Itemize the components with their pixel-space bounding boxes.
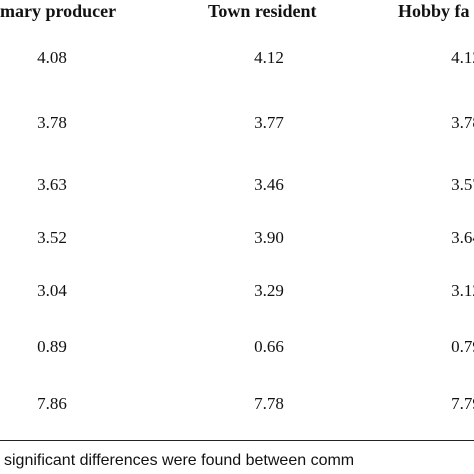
table-cell: 4.12 bbox=[254, 48, 284, 67]
column-header: mary producer bbox=[0, 1, 117, 21]
table-cell: 3.78 bbox=[451, 113, 474, 132]
column-header: Hobby fa bbox=[398, 1, 470, 21]
table-cell: 3.29 bbox=[254, 281, 284, 300]
table-cell: 3.63 bbox=[37, 175, 67, 194]
bottom-rule bbox=[0, 440, 474, 441]
table-cell: 3.77 bbox=[254, 113, 284, 132]
table-cell: 3.46 bbox=[254, 175, 284, 194]
column-header: Town resident bbox=[208, 1, 317, 21]
table-cell: 3.64 bbox=[451, 228, 474, 247]
table-cell: 7.86 bbox=[37, 394, 67, 413]
table-cell: 3.90 bbox=[254, 228, 284, 247]
table-cell: 3.78 bbox=[37, 113, 67, 132]
table-cell: 3.12 bbox=[451, 281, 474, 300]
table-cell: 0.66 bbox=[254, 337, 284, 356]
table-cell: 3.52 bbox=[37, 228, 67, 247]
footnote: significant differences were found betwe… bbox=[4, 452, 355, 469]
table-cell: 4.08 bbox=[37, 48, 67, 67]
table-cell: 7.79 bbox=[451, 394, 474, 413]
table-cell: 7.78 bbox=[254, 394, 284, 413]
table-cell: 0.89 bbox=[37, 337, 67, 356]
table-cell: 3.57 bbox=[451, 175, 474, 194]
table-cell: 4.12 bbox=[451, 48, 474, 67]
table-cell: 3.04 bbox=[37, 281, 67, 300]
table-cell: 0.79 bbox=[451, 337, 474, 356]
